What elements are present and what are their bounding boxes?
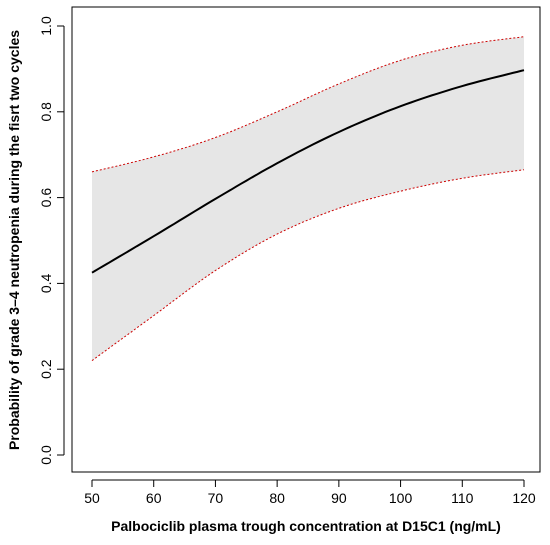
x-tick-label: 50: [84, 490, 100, 506]
y-tick-label: 0.0: [38, 445, 54, 465]
x-tick-label: 60: [146, 490, 162, 506]
plot-frame: [71, 6, 541, 473]
x-tick-label: 100: [389, 490, 413, 506]
y-axis: 0.0 0.2 0.4 0.6 0.8 1.0: [38, 16, 65, 465]
x-axis: 50 60 70 80 90 100 110 120: [84, 479, 536, 506]
x-tick-label: 90: [331, 490, 347, 506]
y-tick-label: 0.6: [38, 188, 54, 208]
x-tick-label: 80: [269, 490, 285, 506]
confidence-band: [92, 36, 524, 361]
estimate-line: [91, 69, 525, 274]
x-axis-title: Palbociclib plasma trough concentration …: [111, 518, 501, 534]
y-axis-title: Probability of grade 3–4 neutropenia dur…: [6, 30, 22, 450]
y-tick-label: 1.0: [38, 16, 54, 36]
y-tick-label: 0.2: [38, 359, 54, 379]
x-tick-label: 120: [512, 490, 536, 506]
y-tick-label: 0.8: [38, 102, 54, 122]
upper-ci-line: [91, 36, 525, 173]
y-tick-label: 0.4: [38, 273, 54, 293]
lower-ci-line: [91, 169, 525, 362]
x-tick-label: 110: [451, 490, 474, 506]
x-tick-label: 70: [208, 490, 224, 506]
